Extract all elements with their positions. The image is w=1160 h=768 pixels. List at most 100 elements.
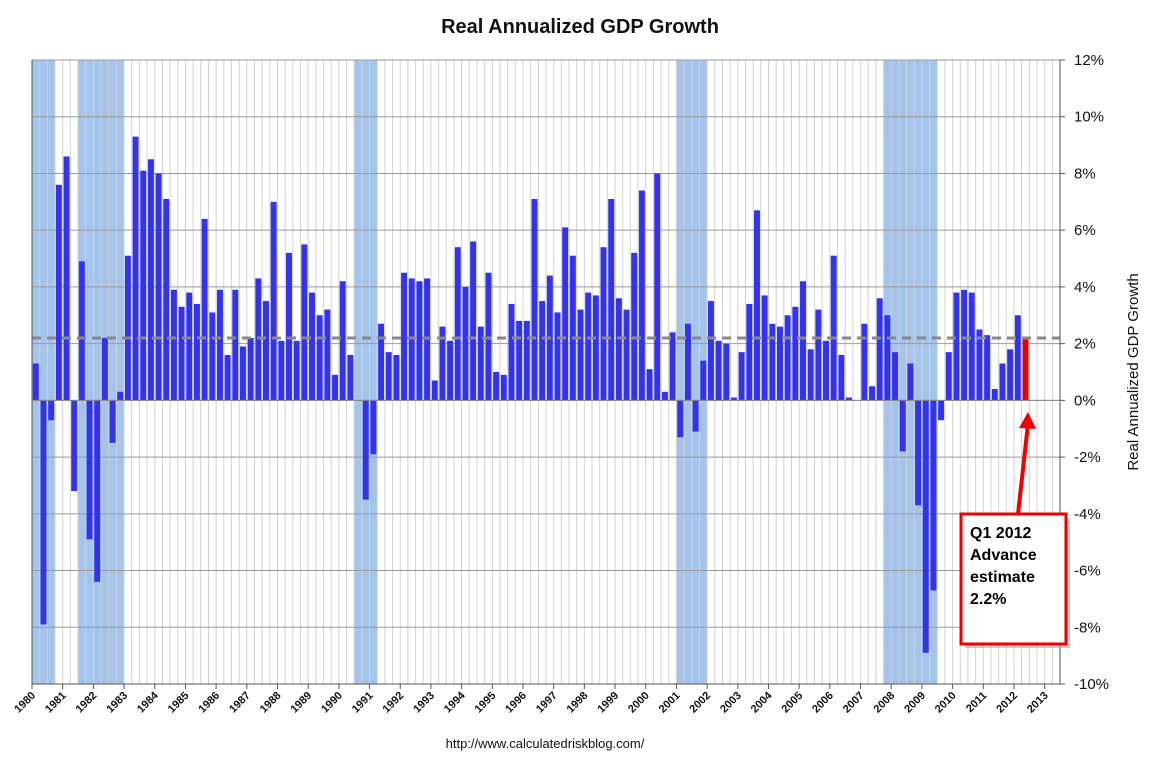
- y-tick-label: -6%: [1074, 563, 1101, 580]
- bar: [132, 136, 139, 401]
- bar: [470, 241, 477, 401]
- bar: [569, 255, 576, 401]
- x-tick-label: 2004: [749, 689, 775, 715]
- bar: [838, 354, 845, 401]
- bar: [830, 255, 837, 401]
- bar: [278, 340, 285, 401]
- bar: [669, 332, 676, 401]
- annotation-line: estimate: [970, 569, 1035, 586]
- bar: [71, 400, 78, 492]
- x-tick-label: 1991: [350, 690, 376, 716]
- bar: [385, 352, 392, 401]
- bar: [286, 252, 292, 401]
- bar: [270, 201, 277, 401]
- x-tick-label: 2002: [687, 690, 713, 716]
- bar: [715, 340, 722, 401]
- bar: [892, 352, 899, 401]
- x-tick-label: 2013: [1025, 690, 1051, 716]
- x-tick-label: 1999: [595, 690, 621, 716]
- bar: [554, 312, 561, 401]
- bar: [262, 301, 269, 401]
- bar: [500, 374, 507, 401]
- bar: [516, 320, 523, 401]
- x-tick-label: 1997: [534, 690, 560, 716]
- bar: [170, 289, 177, 401]
- x-tick-label: 2006: [810, 690, 836, 716]
- x-tick-label: 1986: [196, 690, 222, 716]
- bar: [577, 309, 584, 401]
- x-tick-label: 1983: [104, 690, 130, 716]
- bar: [293, 340, 300, 401]
- bar: [109, 400, 116, 443]
- bar: [416, 281, 423, 401]
- bar: [915, 400, 922, 506]
- x-tick-label: 1982: [74, 690, 100, 716]
- bar: [899, 400, 906, 452]
- bar: [677, 400, 684, 438]
- x-tick-label: 1989: [289, 690, 315, 716]
- bar: [332, 374, 339, 401]
- x-tick-label: 2008: [872, 690, 898, 716]
- bar: [523, 320, 530, 401]
- bar: [508, 303, 515, 401]
- bar: [961, 289, 968, 401]
- bar: [124, 255, 131, 401]
- bar: [447, 340, 454, 401]
- bar: [792, 306, 799, 401]
- x-tick-label: 2003: [718, 690, 744, 716]
- bar: [807, 349, 814, 401]
- x-tick-label: 1985: [166, 690, 192, 716]
- y-axis-label: Real Annualized GDP Growth: [1125, 273, 1142, 470]
- bar: [462, 286, 469, 401]
- x-tick-label: 1988: [258, 690, 284, 716]
- bar: [738, 352, 745, 401]
- bar: [707, 301, 714, 401]
- bars: [32, 136, 1060, 653]
- bar: [63, 156, 70, 401]
- recession-band: [32, 60, 56, 684]
- y-tick-label: -2%: [1074, 449, 1101, 466]
- bar: [638, 190, 645, 401]
- bar: [531, 198, 538, 401]
- annotation-box: [959, 512, 1068, 646]
- bar: [661, 391, 668, 401]
- x-tick-label: 1980: [12, 690, 38, 716]
- bar: [976, 329, 983, 401]
- bar: [684, 323, 691, 401]
- y-tick-label: 0%: [1074, 392, 1096, 409]
- bar: [454, 247, 461, 401]
- bar: [378, 323, 385, 401]
- x-tick-label: 1987: [227, 690, 253, 716]
- y-tick-label: -4%: [1074, 506, 1101, 523]
- bar: [40, 400, 47, 625]
- bar: [239, 346, 246, 401]
- bar: [991, 389, 998, 401]
- x-tick-label: 2007: [841, 690, 867, 716]
- x-tick-label: 1994: [442, 689, 468, 715]
- y-tick-label: 6%: [1074, 222, 1096, 239]
- annotation-arrow-shaft: [1016, 423, 1030, 515]
- bar: [86, 400, 93, 540]
- x-tick-label: 2011: [964, 690, 989, 715]
- bar: [439, 326, 446, 401]
- bar: [140, 170, 147, 401]
- x-tick-label: 1981: [43, 690, 69, 716]
- x-tick-label: 1998: [565, 690, 591, 716]
- bar: [800, 281, 806, 401]
- bar: [654, 173, 661, 401]
- bar: [600, 247, 607, 401]
- bar: [431, 380, 438, 401]
- x-tick-label: 1984: [135, 689, 161, 715]
- chart-title: Real Annualized GDP Growth: [441, 16, 719, 38]
- x-tick-label: 2000: [626, 690, 652, 716]
- x-tick-label: 1990: [319, 690, 345, 716]
- bar: [539, 301, 546, 401]
- y-tick-label: 2%: [1074, 336, 1096, 353]
- bar: [1014, 315, 1021, 401]
- bar: [101, 337, 108, 401]
- y-tick-label: 8%: [1074, 165, 1096, 182]
- bar: [401, 272, 408, 401]
- annotation-line: Q1 2012: [970, 525, 1031, 542]
- bar: [163, 198, 170, 401]
